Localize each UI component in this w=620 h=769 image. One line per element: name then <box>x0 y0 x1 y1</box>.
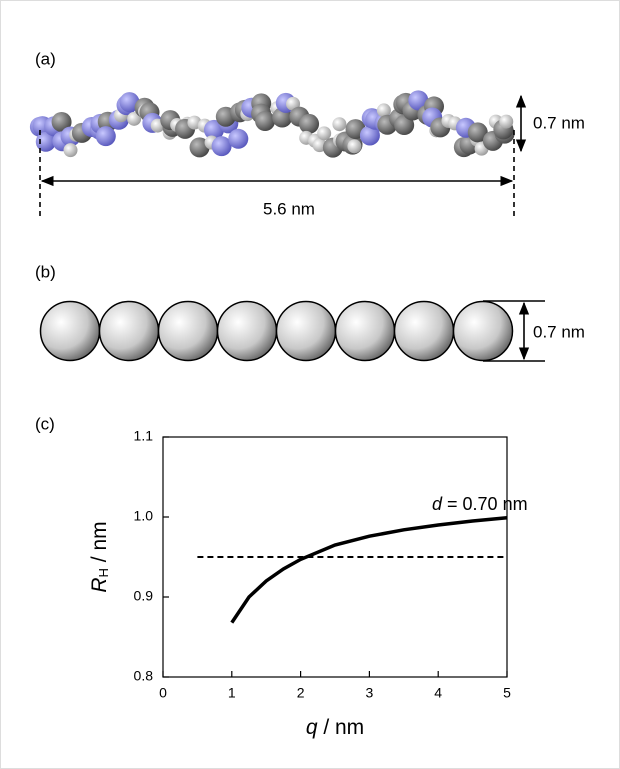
atom <box>255 111 276 132</box>
panel-label: (a) <box>35 49 56 68</box>
y-tick-label: 1.1 <box>134 428 154 444</box>
atom <box>317 126 332 141</box>
atom <box>211 136 232 157</box>
atom <box>408 90 429 111</box>
bead <box>157 300 219 362</box>
atom <box>35 131 56 152</box>
bead <box>393 300 455 362</box>
molecule <box>29 90 515 158</box>
bead <box>216 300 278 362</box>
atom <box>359 125 380 146</box>
data-line <box>230 516 508 624</box>
atom <box>95 126 116 147</box>
atom <box>299 113 320 134</box>
atom <box>499 114 514 129</box>
x-tick-label: 4 <box>434 685 442 701</box>
atom <box>332 117 347 132</box>
bead <box>334 300 396 362</box>
y-tick-label: 0.8 <box>134 668 154 684</box>
annotation: d = 0.70 nm <box>432 494 528 514</box>
x-tick-label: 0 <box>159 685 167 701</box>
dimension-label: 0.7 nm <box>533 322 585 341</box>
y-tick-label: 1.0 <box>134 508 154 524</box>
bead <box>275 300 337 362</box>
atom <box>467 122 488 143</box>
x-tick-label: 5 <box>503 685 511 701</box>
plot-frame <box>162 436 508 678</box>
panel-label: (b) <box>35 262 56 281</box>
x-tick-label: 3 <box>366 685 374 701</box>
atom <box>394 115 415 136</box>
atom <box>63 143 78 158</box>
atom <box>228 128 249 149</box>
atom <box>51 111 72 132</box>
y-tick-label: 0.9 <box>134 588 154 604</box>
dimension-label: 5.6 nm <box>263 199 315 218</box>
atom <box>347 139 362 154</box>
bead <box>98 300 160 362</box>
atom <box>376 103 391 118</box>
y-axis-label: RH / nm <box>88 521 112 592</box>
atom <box>119 92 140 113</box>
panel-label: (c) <box>35 414 55 433</box>
dimension-label: 0.7 nm <box>533 113 585 132</box>
x-tick-label: 1 <box>228 685 236 701</box>
x-tick-label: 2 <box>297 685 305 701</box>
bead <box>39 300 101 362</box>
atom <box>127 111 142 126</box>
bead <box>452 300 514 362</box>
x-axis-label: q / nm <box>306 716 364 739</box>
bead-chain <box>39 300 514 362</box>
